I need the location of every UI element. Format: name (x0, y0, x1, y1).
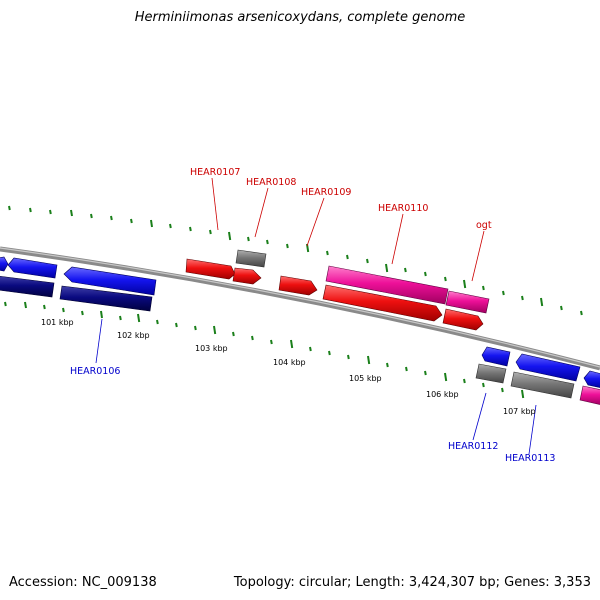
gene-hear0112 (481, 346, 511, 367)
genome-backbone-highlight (0, 247, 600, 368)
scale-label-107: 107 kbp (503, 407, 536, 416)
scale-label-103: 103 kbp (195, 344, 228, 353)
scale-label-106: 106 kbp (426, 390, 459, 399)
gene-partial-left-upper (0, 256, 9, 272)
gene-label-hear0109: HEAR0109 (301, 187, 351, 198)
accession-text: Accession: NC_009138 (9, 575, 157, 590)
genome-summary-text: Topology: circular; Length: 3,424,307 bp… (233, 575, 591, 590)
genes-upper-strand (0, 249, 600, 388)
gene-hear0108 (235, 249, 267, 268)
scale-label-104: 104 kbp (273, 358, 306, 367)
gene-label-hear0112: HEAR0112 (448, 441, 498, 452)
gene-hear0109 (278, 275, 318, 296)
leader-lines-top (211, 177, 485, 282)
gene-label-ogt: ogt (476, 220, 492, 231)
genes-lower-strand (0, 275, 600, 405)
gene-hear0107 (185, 258, 236, 280)
map-title: Herminiimonas arsenicoxydans, complete g… (134, 10, 466, 25)
gene-hear0112-lower (475, 363, 507, 384)
gene-ogt-lower (442, 308, 484, 331)
tick-track-lower (4, 301, 525, 399)
gene-label-hear0108: HEAR0108 (246, 177, 296, 188)
gene-label-hear0106: HEAR0106 (70, 366, 120, 377)
scale-label-105: 105 kbp (349, 374, 382, 383)
gene-label-hear0110: HEAR0110 (378, 203, 428, 214)
gene-hear0106-upper (63, 266, 157, 296)
gene-labels-bottom: HEAR0106 HEAR0112 HEAR0113 (70, 366, 555, 464)
tick-track-upper (8, 205, 583, 316)
gene-partial-right-lower (579, 385, 600, 405)
scale-labels: 101 kbp 102 kbp 103 kbp 104 kbp 105 kbp … (41, 318, 536, 416)
gene-hear0105 (7, 257, 58, 279)
gene-ogt (445, 290, 490, 314)
gene-label-hear0107: HEAR0107 (190, 167, 240, 178)
gene-hear0107b (232, 267, 262, 285)
gene-hear0110 (325, 265, 449, 305)
gene-hear0109-lower (322, 284, 443, 322)
scale-label-102: 102 kbp (117, 331, 150, 340)
gene-hear0106-lower (59, 285, 153, 312)
gene-partial-right-upper (583, 370, 600, 388)
gene-hear0113-upper (515, 353, 581, 382)
gene-partial-left-lower (0, 275, 55, 298)
leader-lines-bottom (95, 318, 537, 455)
gene-hear0113-lower (510, 371, 575, 399)
scale-label-101: 101 kbp (41, 318, 74, 327)
gene-labels-top: HEAR0107 HEAR0108 HEAR0109 HEAR0110 ogt (190, 167, 492, 231)
genome-backbone (0, 246, 600, 371)
gene-label-hear0113: HEAR0113 (505, 453, 555, 464)
